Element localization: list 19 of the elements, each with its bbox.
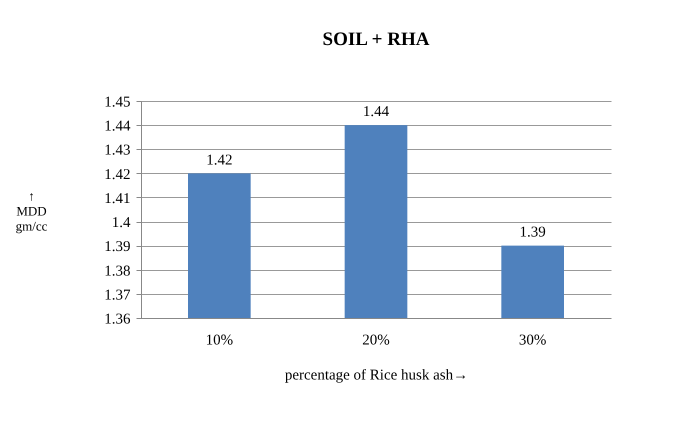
y-tick-label: 1.38 [104, 263, 130, 280]
y-tick-label: 1.42 [104, 166, 130, 183]
y-tick-label: 1.37 [104, 287, 131, 304]
y-tick-label: 1.44 [104, 118, 131, 135]
data-label: 1.39 [520, 224, 546, 241]
y-tick-label: 1.45 [104, 94, 130, 110]
x-tick-label: 30% [518, 332, 546, 348]
x-tick-label: 10% [206, 332, 234, 348]
y-tick-label: 1.41 [104, 190, 130, 207]
x-axis-title: percentage of Rice husk ash→ [284, 368, 468, 384]
y-tick-label: 1.36 [104, 312, 131, 328]
data-label: 1.42 [206, 152, 232, 168]
y-axis-title: ↑ MDD gm/cc [16, 188, 48, 234]
chart-title: SOIL + RHA [322, 29, 430, 50]
y-tick-label: 1.39 [104, 239, 130, 256]
data-label: 1.44 [362, 104, 390, 120]
x-tick-label: 20% [362, 332, 390, 348]
y-tick-label: 1.43 [104, 142, 130, 159]
y-tick-label: 1.4 [112, 215, 131, 232]
